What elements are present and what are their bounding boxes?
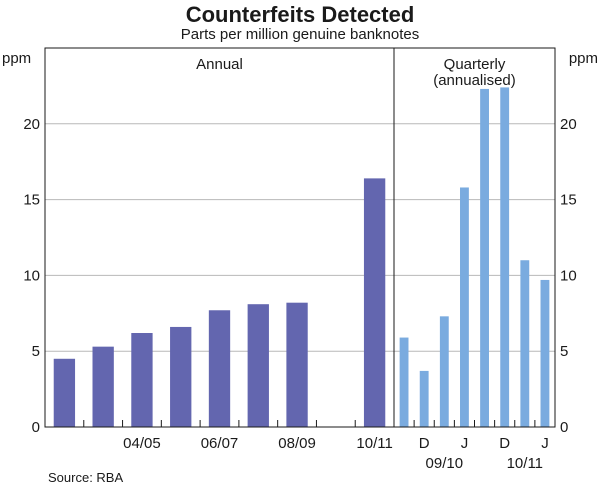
y-tick-label-left: 20 bbox=[23, 116, 40, 133]
quarterly-bar bbox=[500, 87, 510, 427]
source-note: Source: RBA bbox=[48, 470, 124, 485]
x-tick-label: 04/05 bbox=[123, 435, 161, 452]
annual-bar bbox=[170, 326, 192, 427]
quarterly-bar bbox=[540, 279, 550, 427]
x-tick-label: 06/07 bbox=[201, 435, 239, 452]
x-year-label: 10/11 bbox=[507, 455, 543, 472]
x-year-label: 09/10 bbox=[426, 455, 464, 472]
y-tick-label-right: 20 bbox=[560, 116, 577, 133]
axis-labels: 0 0 5 5 10 10 15 15 20 20 ppm ppm Annual 04/05 06/07 08… bbox=[2, 50, 598, 472]
y-tick-label-right: 15 bbox=[560, 192, 577, 209]
y-tick-label-right: 5 bbox=[560, 343, 568, 360]
y-tick-label-left: 0 bbox=[32, 419, 40, 436]
y-tick-label-right: 0 bbox=[560, 419, 568, 436]
axis-ticks bbox=[83, 420, 536, 427]
y-unit-label-left: ppm bbox=[2, 50, 31, 67]
y-tick-label-right: 10 bbox=[560, 267, 577, 284]
annual-bar bbox=[363, 178, 386, 427]
x-tick-label: D bbox=[419, 435, 430, 452]
quarterly-bar bbox=[439, 316, 449, 427]
annual-bar bbox=[247, 304, 269, 427]
x-tick-label: D bbox=[499, 435, 510, 452]
annual-bar bbox=[286, 302, 308, 427]
bars bbox=[53, 87, 550, 427]
x-tick-label: 08/09 bbox=[278, 435, 316, 452]
annual-bar bbox=[92, 346, 114, 427]
x-tick-label: J bbox=[461, 435, 469, 452]
quarterly-bar bbox=[460, 187, 469, 427]
y-tick-label-left: 10 bbox=[23, 267, 40, 284]
y-tick-label-left: 5 bbox=[32, 343, 40, 360]
chart-subtitle: Parts per million genuine banknotes bbox=[180, 26, 420, 43]
panel-label-quarterly: Quarterly bbox=[444, 56, 506, 73]
y-unit-label-right: ppm bbox=[569, 50, 598, 67]
chart-title: Counterfeits Detected bbox=[185, 2, 415, 27]
panel-sublabel-quarterly: (annualised) bbox=[433, 72, 516, 89]
annual-bar bbox=[131, 333, 153, 427]
quarterly-bar bbox=[399, 337, 409, 427]
x-tick-label: 10/11 bbox=[356, 435, 392, 452]
annual-bar bbox=[53, 358, 76, 427]
quarterly-bar bbox=[520, 260, 530, 427]
panel-label-annual: Annual bbox=[196, 56, 243, 73]
plot-border bbox=[44, 47, 556, 428]
y-tick-label-left: 15 bbox=[23, 192, 40, 209]
annual-bar bbox=[208, 310, 231, 427]
plot-frame bbox=[44, 47, 556, 428]
x-tick-label: J bbox=[541, 435, 549, 452]
quarterly-bar bbox=[419, 370, 429, 427]
quarterly-bar bbox=[480, 88, 489, 427]
